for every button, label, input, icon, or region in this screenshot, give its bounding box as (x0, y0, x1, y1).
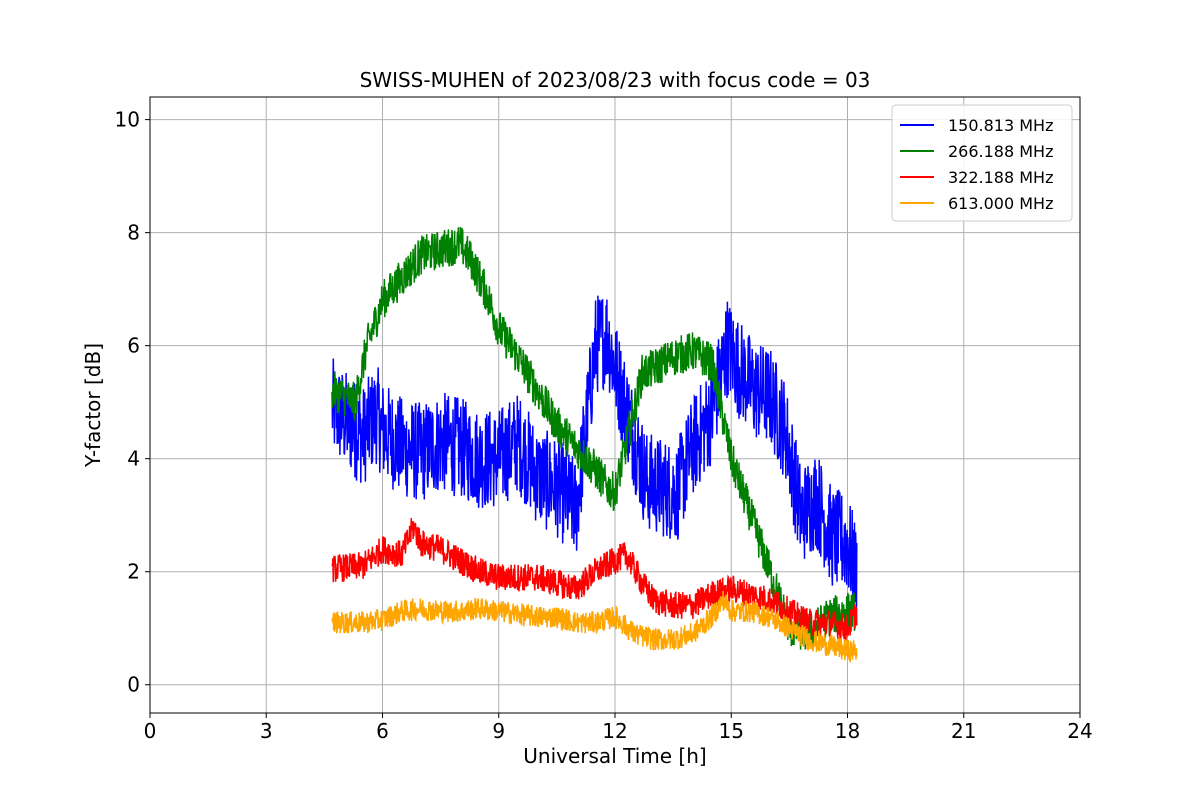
y-tick-label: 8 (127, 221, 140, 245)
legend: 150.813 MHz 266.188 MHz 322.188 MHz 613.000… (891, 104, 1073, 222)
plot-series (331, 226, 858, 663)
y-tick-label: 6 (127, 334, 140, 358)
y-tick-label: 10 (115, 108, 140, 132)
x-tick-label: 21 (951, 719, 976, 743)
legend-label-1: 266.188 MHz (948, 142, 1053, 161)
x-tick-label: 3 (260, 719, 273, 743)
x-axis-label: Universal Time [h] (523, 744, 706, 768)
x-tick-label: 0 (144, 719, 157, 743)
legend-label-0: 150.813 MHz (948, 116, 1053, 135)
series-line-0 (331, 295, 858, 620)
x-tick-label: 12 (602, 719, 627, 743)
legend-label-3: 613.000 MHz (948, 194, 1053, 213)
y-axis-label: Y-factor [dB] (81, 343, 105, 468)
legend-label-2: 322.188 MHz (948, 168, 1053, 187)
x-tick-label: 9 (492, 719, 505, 743)
x-tick-label: 15 (719, 719, 744, 743)
series-line-2 (331, 518, 858, 641)
x-tick-label: 6 (376, 719, 389, 743)
x-tick-label: 24 (1067, 719, 1092, 743)
x-tick-label: 18 (835, 719, 860, 743)
series-line-1 (331, 226, 856, 650)
legend-box (891, 104, 1073, 222)
y-tick-label: 4 (127, 447, 140, 471)
y-tick-label: 2 (127, 560, 140, 584)
chart-title: SWISS-MUHEN of 2023/08/23 with focus cod… (360, 68, 871, 92)
y-tick-label: 0 (127, 673, 140, 697)
series-line-3 (331, 590, 858, 663)
